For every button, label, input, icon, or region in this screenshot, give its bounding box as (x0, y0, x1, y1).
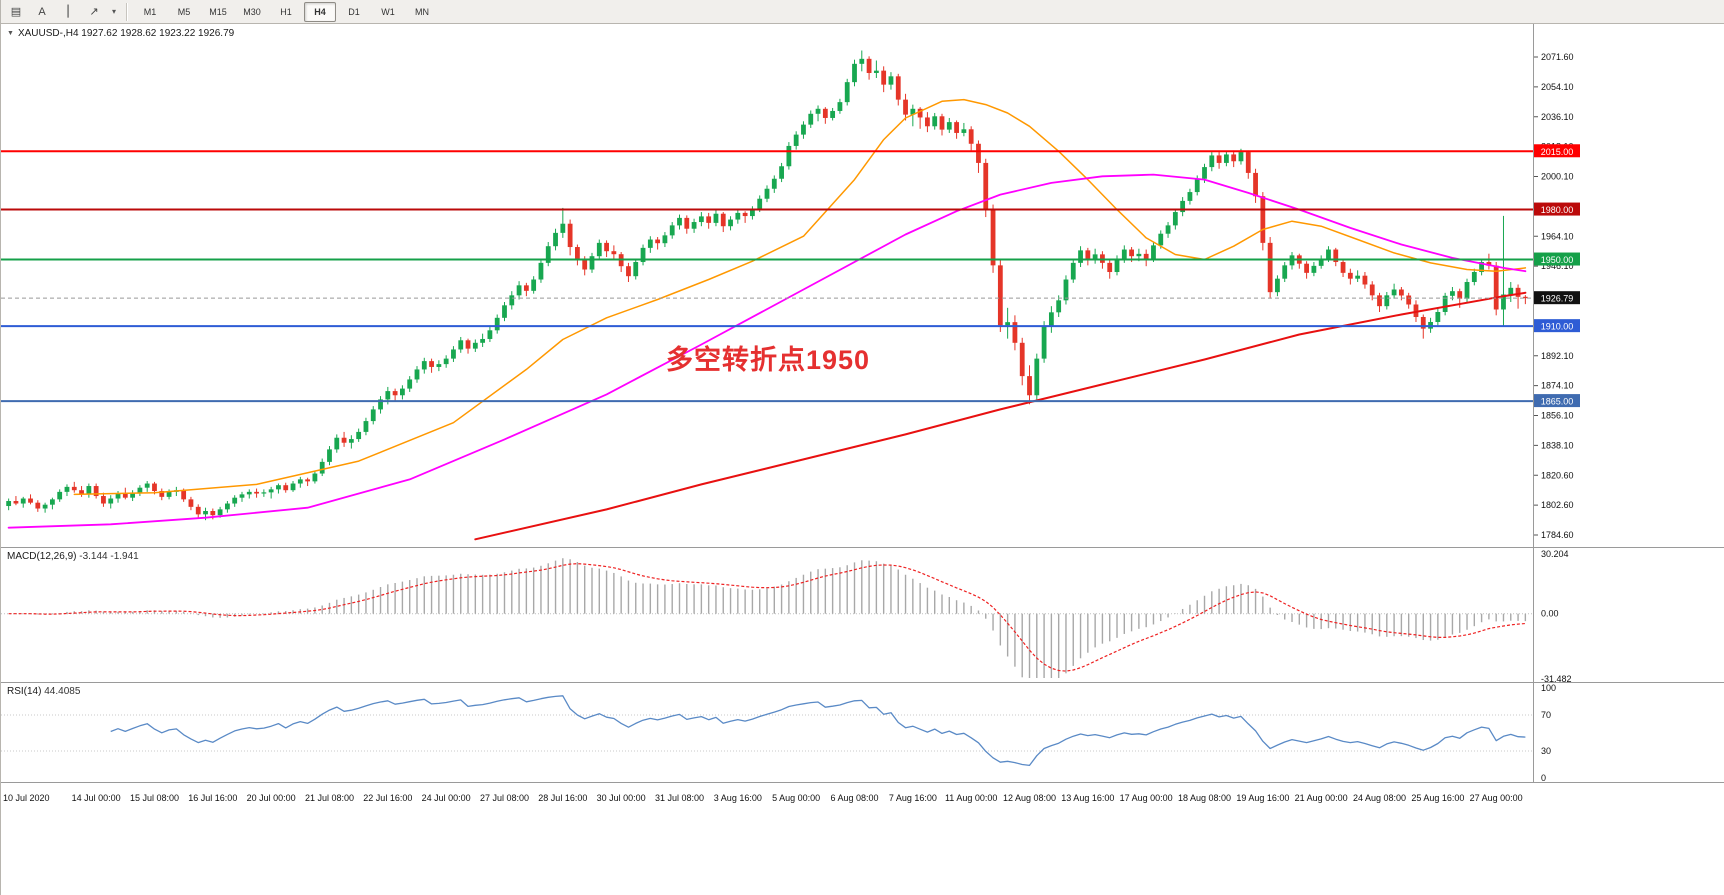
svg-text:30.204: 30.204 (1541, 549, 1569, 559)
svg-text:14 Jul 00:00: 14 Jul 00:00 (72, 793, 121, 803)
svg-text:0.00: 0.00 (1541, 609, 1559, 619)
time-axis[interactable]: 10 Jul 2020 14 Jul 00:00 15 Jul 08:00 16 Ju… (3, 793, 1523, 803)
svg-text:1950.00: 1950.00 (1541, 255, 1574, 265)
svg-text:1892.10: 1892.10 (1541, 351, 1574, 361)
svg-text:2071.60: 2071.60 (1541, 52, 1574, 62)
svg-text:1838.10: 1838.10 (1541, 440, 1574, 450)
arrow-tools-caret-icon[interactable]: ▾ (111, 7, 116, 16)
svg-text:21 Aug 00:00: 21 Aug 00:00 (1295, 793, 1348, 803)
svg-text:1964.10: 1964.10 (1541, 231, 1574, 241)
rsi-value: 44.4085 (44, 686, 81, 697)
macd-header: MACD(12,26,9) -3.144 -1.941 (7, 551, 139, 562)
svg-text:16 Jul 16:00: 16 Jul 16:00 (188, 793, 237, 803)
svg-text:27 Aug 00:00: 27 Aug 00:00 (1470, 793, 1523, 803)
svg-text:30: 30 (1541, 746, 1551, 756)
toolbar-separator (126, 2, 128, 21)
annotation-text[interactable]: 多空转折点1950 (666, 345, 871, 375)
svg-text:12 Aug 08:00: 12 Aug 08:00 (1003, 793, 1056, 803)
svg-text:10 Jul 2020: 10 Jul 2020 (3, 793, 50, 803)
svg-text:31 Jul 08:00: 31 Jul 08:00 (655, 793, 704, 803)
panel-borders (1, 24, 1724, 783)
svg-text:-31.482: -31.482 (1541, 674, 1572, 684)
svg-text:20 Jul 00:00: 20 Jul 00:00 (247, 793, 296, 803)
timeframe-button-m30[interactable]: M30 (243, 6, 261, 17)
svg-text:2000.10: 2000.10 (1541, 172, 1574, 182)
vertical-line-icon[interactable]: ⎮ (65, 6, 71, 18)
svg-text:1874.10: 1874.10 (1541, 381, 1574, 391)
svg-text:3 Aug 16:00: 3 Aug 16:00 (714, 793, 762, 803)
svg-text:13 Aug 16:00: 13 Aug 16:00 (1061, 793, 1114, 803)
symbol-dropdown-icon[interactable]: ▼ (7, 30, 14, 37)
svg-text:1980.00: 1980.00 (1541, 205, 1574, 215)
main-chart-panel[interactable] (1, 50, 1533, 541)
timeframe-button-m15[interactable]: M15 (209, 6, 227, 17)
svg-text:17 Aug 00:00: 17 Aug 00:00 (1120, 793, 1173, 803)
svg-text:18 Aug 08:00: 18 Aug 08:00 (1178, 793, 1231, 803)
svg-text:5 Aug 00:00: 5 Aug 00:00 (772, 793, 820, 803)
toolbar: ▤ A ⎮ ↗ ▾ M1 M5 M15 M30 H1 H4 D1 W1 MN (1, 0, 1724, 24)
svg-text:1926.79: 1926.79 (1541, 294, 1574, 304)
svg-text:70: 70 (1541, 710, 1551, 720)
svg-text:24 Jul 00:00: 24 Jul 00:00 (422, 793, 471, 803)
timeframe-button-h1[interactable]: H1 (280, 6, 292, 17)
svg-text:7 Aug 16:00: 7 Aug 16:00 (889, 793, 937, 803)
svg-text:21 Jul 08:00: 21 Jul 08:00 (305, 793, 354, 803)
timeframe-button-h4[interactable]: H4 (304, 1, 336, 22)
toolbar-icon-group: ▤ A ⎮ ↗ ▾ (3, 1, 121, 22)
macd-values: -3.144 -1.941 (79, 551, 139, 562)
svg-text:30 Jul 00:00: 30 Jul 00:00 (597, 793, 646, 803)
timeframe-button-d1[interactable]: D1 (348, 6, 360, 17)
timeframe-button-w1[interactable]: W1 (381, 6, 395, 17)
timeframe-button-m1[interactable]: M1 (143, 6, 157, 17)
svg-text:1802.60: 1802.60 (1541, 500, 1574, 510)
svg-text:19 Aug 16:00: 19 Aug 16:00 (1236, 793, 1289, 803)
svg-text:2036.10: 2036.10 (1541, 112, 1574, 122)
rsi-label: RSI(14) (7, 686, 42, 697)
svg-text:1784.60: 1784.60 (1541, 530, 1574, 540)
text-label-icon[interactable]: A (38, 5, 46, 18)
arrow-tools-icon[interactable]: ↗ (89, 6, 99, 18)
rsi-panel[interactable]: 100 70 30 0 (1, 683, 1556, 783)
svg-text:6 Aug 08:00: 6 Aug 08:00 (830, 793, 878, 803)
price-axis[interactable]: 2071.602054.102036.102018.102000.101982.… (1533, 52, 1580, 540)
svg-text:2015.00: 2015.00 (1541, 147, 1574, 157)
svg-text:1820.60: 1820.60 (1541, 470, 1574, 480)
macd-panel[interactable]: 30.204 0.00 -31.482 (1, 549, 1572, 684)
svg-text:22 Jul 16:00: 22 Jul 16:00 (363, 793, 412, 803)
chart-window-icon[interactable]: ▤ (10, 6, 22, 18)
svg-text:11 Aug 00:00: 11 Aug 00:00 (945, 793, 997, 803)
svg-text:0: 0 (1541, 773, 1546, 783)
timeframe-button-m5[interactable]: M5 (177, 6, 191, 17)
svg-text:1856.10: 1856.10 (1541, 411, 1574, 421)
svg-text:15 Jul 08:00: 15 Jul 08:00 (130, 793, 179, 803)
chart-title: XAUUSD-,H4 1927.62 1928.62 1923.22 1926.… (17, 28, 235, 39)
timeframe-toolbar: M1 M5 M15 M30 H1 H4 D1 W1 MN (133, 1, 439, 22)
rsi-header: RSI(14) 44.4085 (7, 686, 80, 697)
svg-text:28 Jul 16:00: 28 Jul 16:00 (538, 793, 587, 803)
svg-text:24 Aug 08:00: 24 Aug 08:00 (1353, 793, 1406, 803)
svg-text:1865.00: 1865.00 (1541, 397, 1574, 407)
chart-header: ▼ XAUUSD-,H4 1927.62 1928.62 1923.22 1926… (7, 28, 234, 39)
svg-text:1946.10: 1946.10 (1541, 261, 1574, 271)
svg-text:25 Aug 16:00: 25 Aug 16:00 (1411, 793, 1464, 803)
macd-label: MACD(12,26,9) (7, 551, 77, 562)
svg-text:1910.00: 1910.00 (1541, 322, 1574, 332)
svg-text:27 Jul 08:00: 27 Jul 08:00 (480, 793, 529, 803)
svg-text:100: 100 (1541, 683, 1556, 693)
svg-text:2054.10: 2054.10 (1541, 82, 1574, 92)
timeframe-button-mn[interactable]: MN (415, 6, 429, 17)
